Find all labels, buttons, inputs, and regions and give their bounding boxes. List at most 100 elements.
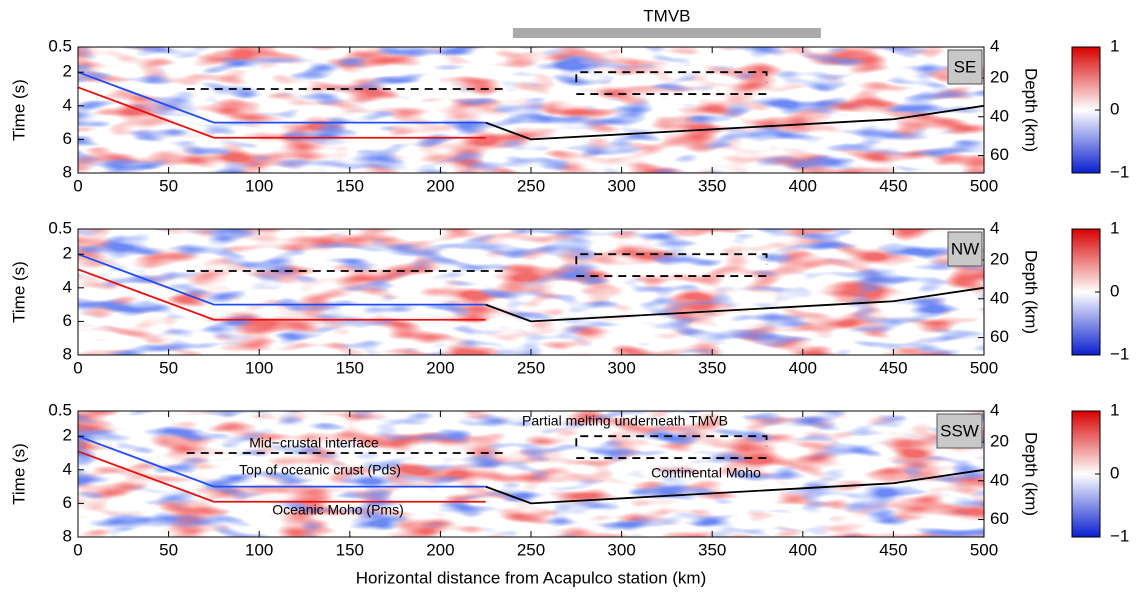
x-tick-label: 0 <box>73 540 82 559</box>
y2-tick-label: 40 <box>990 106 1009 125</box>
y-tick-label: 0.5 <box>48 36 72 55</box>
y-tick-label: 8 <box>63 526 72 545</box>
texture-blue <box>78 229 984 355</box>
y-tick-label: 8 <box>63 162 72 181</box>
colorbar-tick-label: 0 <box>1110 463 1119 482</box>
annotation: Mid−crustal interface <box>249 435 379 451</box>
x-tick-label: 0 <box>73 176 82 195</box>
y2-tick-label: 60 <box>990 145 1009 164</box>
line <box>485 104 984 141</box>
y-axis-label: Time (s) <box>9 79 28 141</box>
y2-axis-label: Depth (km) <box>1022 432 1041 516</box>
texture-blue <box>78 47 984 173</box>
y2-tick-label: 20 <box>990 431 1009 450</box>
line <box>78 71 486 124</box>
dashed-line <box>575 435 768 447</box>
line <box>78 268 486 321</box>
x-tick-label: 350 <box>698 358 726 377</box>
annotation: Top of oceanic crust (Pds) <box>239 462 401 478</box>
x-tick-label: 150 <box>336 176 364 195</box>
dashed-line <box>575 71 768 83</box>
dashed-line <box>575 253 768 265</box>
y-tick-label: 6 <box>63 129 72 148</box>
y-tick-label: 4 <box>63 95 72 114</box>
panel-label-box <box>947 231 983 267</box>
y2-tick-label: 40 <box>990 470 1009 489</box>
x-tick-label: 100 <box>245 176 273 195</box>
y-tick-label: 6 <box>63 493 72 512</box>
texture-blue <box>78 411 984 537</box>
y-axis-label: Time (s) <box>9 443 28 505</box>
y-tick-label: 4 <box>63 459 72 478</box>
x-tick-label: 450 <box>879 358 907 377</box>
x-tick-label: 50 <box>159 540 178 559</box>
x-tick-label: 500 <box>970 176 998 195</box>
colorbar-tick-label: 1 <box>1110 400 1119 419</box>
colorbar-tick-label: −1 <box>1110 344 1129 363</box>
x-tick-label: 500 <box>970 540 998 559</box>
top-bar-label: TMVB <box>643 6 690 25</box>
panel-label: SE <box>954 57 977 76</box>
colorbar-tick-label: 0 <box>1110 99 1119 118</box>
line <box>78 450 486 503</box>
colorbar-tick-label: 1 <box>1110 36 1119 55</box>
annotation: Partial melting underneath TMVB <box>522 413 728 429</box>
y-tick-label: 6 <box>63 311 72 330</box>
line <box>485 286 984 323</box>
annotation: Continental Moho <box>651 465 761 481</box>
y2-axis-label: Depth (km) <box>1022 68 1041 152</box>
x-tick-label: 150 <box>336 540 364 559</box>
annotation: Oceanic Moho (Pms) <box>272 502 403 518</box>
line <box>78 435 486 488</box>
x-tick-label: 50 <box>159 358 178 377</box>
y-tick-label: 4 <box>63 277 72 296</box>
x-tick-label: 100 <box>245 540 273 559</box>
line <box>78 253 486 306</box>
line <box>78 86 486 139</box>
x-tick-label: 500 <box>970 358 998 377</box>
y2-axis-label: Depth (km) <box>1022 250 1041 334</box>
panel-label-box <box>947 49 983 85</box>
x-tick-label: 250 <box>517 540 545 559</box>
x-tick-label: 250 <box>517 358 545 377</box>
y2-tick-label: 4 <box>990 218 999 237</box>
y2-tick-label: 60 <box>990 327 1009 346</box>
x-tick-label: 100 <box>245 358 273 377</box>
line <box>485 468 984 505</box>
y-tick-label: 0.5 <box>48 400 72 419</box>
panel-label: NW <box>951 239 979 258</box>
x-axis-label: Horizontal distance from Acapulco statio… <box>356 568 707 587</box>
x-tick-label: 50 <box>159 176 178 195</box>
x-tick-label: 200 <box>426 540 454 559</box>
y-tick-label: 2 <box>63 426 72 445</box>
x-tick-label: 400 <box>789 358 817 377</box>
x-tick-label: 400 <box>789 540 817 559</box>
x-tick-label: 350 <box>698 540 726 559</box>
y-axis-label: Time (s) <box>9 261 28 323</box>
x-tick-label: 150 <box>336 358 364 377</box>
y-tick-label: 0.5 <box>48 218 72 237</box>
x-tick-label: 450 <box>879 540 907 559</box>
y2-tick-label: 60 <box>990 509 1009 528</box>
x-tick-label: 450 <box>879 176 907 195</box>
x-tick-label: 200 <box>426 176 454 195</box>
x-tick-label: 400 <box>789 176 817 195</box>
y2-tick-label: 20 <box>990 249 1009 268</box>
x-tick-label: 350 <box>698 176 726 195</box>
x-tick-label: 300 <box>607 176 635 195</box>
x-tick-label: 200 <box>426 358 454 377</box>
panel-label-box <box>936 413 983 449</box>
colorbar-tick-label: 0 <box>1110 281 1119 300</box>
x-tick-label: 0 <box>73 358 82 377</box>
x-tick-label: 250 <box>517 176 545 195</box>
colorbar-tick-label: 1 <box>1110 218 1119 237</box>
colorbar-tick-label: −1 <box>1110 526 1129 545</box>
y2-tick-label: 4 <box>990 36 999 55</box>
y2-tick-label: 4 <box>990 400 999 419</box>
y2-tick-label: 20 <box>990 67 1009 86</box>
colorbar-tick-label: −1 <box>1110 162 1129 181</box>
y-tick-label: 8 <box>63 344 72 363</box>
y2-tick-label: 40 <box>990 288 1009 307</box>
y-tick-label: 2 <box>63 244 72 263</box>
